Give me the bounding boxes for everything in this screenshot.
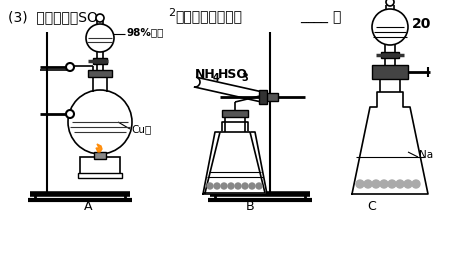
Text: 装置和药品应选择: 装置和药品应选择 [175,10,242,24]
Bar [381,52,399,58]
Text: 98%硫酸: 98%硫酸 [127,27,164,37]
Circle shape [396,180,404,188]
Circle shape [256,183,262,189]
Polygon shape [205,132,265,193]
Circle shape [412,180,420,188]
Polygon shape [352,92,428,194]
Bar [262,93,278,101]
Text: (3)  实验室制取SO: (3) 实验室制取SO [8,10,98,24]
Circle shape [207,183,213,189]
Text: A: A [84,200,92,214]
Circle shape [372,9,408,45]
Circle shape [386,0,394,6]
Circle shape [249,183,255,189]
Bar [80,157,120,175]
Text: NH: NH [195,68,216,81]
Text: Na: Na [419,150,433,160]
Circle shape [388,180,396,188]
Circle shape [372,180,380,188]
Circle shape [66,110,74,118]
Bar [222,110,248,117]
Text: ____: ____ [300,10,328,24]
Bar [259,90,267,104]
Circle shape [228,183,234,189]
Circle shape [68,90,132,154]
Circle shape [242,183,248,189]
Circle shape [364,180,372,188]
Bar [93,58,107,64]
Text: HSO: HSO [218,68,248,81]
Circle shape [380,180,388,188]
Circle shape [86,24,114,52]
Polygon shape [96,144,102,152]
Circle shape [66,63,74,71]
Bar [372,65,408,79]
Text: Cu片: Cu片 [131,124,151,134]
Circle shape [235,183,241,189]
Bar [78,173,122,178]
Circle shape [214,183,220,189]
Bar [94,152,106,159]
Bar [88,70,112,77]
Circle shape [356,180,364,188]
Text: 20: 20 [412,17,431,31]
Circle shape [96,14,104,22]
Text: B: B [246,200,255,214]
Text: 4: 4 [213,73,220,83]
Circle shape [404,180,412,188]
Polygon shape [203,122,267,194]
Text: 。: 。 [332,10,340,24]
Text: 3: 3 [241,73,248,83]
Circle shape [221,183,227,189]
Text: C: C [368,200,376,214]
Text: 2: 2 [168,8,175,18]
